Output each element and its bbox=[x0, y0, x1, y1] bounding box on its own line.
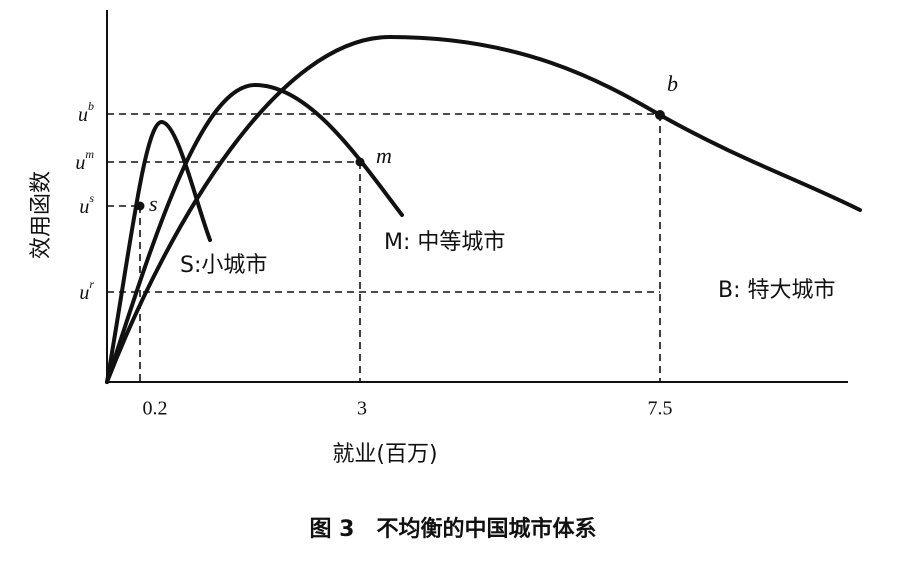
y-label: um bbox=[75, 147, 94, 174]
curve-medium bbox=[105, 82, 404, 384]
x-tick-label: 7.5 bbox=[648, 398, 673, 420]
curve-label: S:小城市 bbox=[180, 253, 267, 278]
y-label: ur bbox=[79, 277, 94, 304]
point-label: m bbox=[376, 143, 392, 168]
y-label: us bbox=[79, 191, 94, 218]
point bbox=[655, 110, 665, 120]
y-labels: ub um us ur bbox=[75, 99, 94, 304]
curve-label: M: 中等城市 bbox=[384, 230, 505, 255]
curve-small bbox=[105, 120, 212, 384]
point-label: s bbox=[149, 191, 158, 216]
y-title: 效用函数 bbox=[29, 171, 54, 259]
caption: 图 3 不均衡的中国城市体系 bbox=[310, 516, 597, 542]
x-tick-label: 0.2 bbox=[143, 398, 168, 420]
curve-label: B: 特大城市 bbox=[718, 278, 836, 303]
curve-big bbox=[105, 34, 862, 384]
x-title: 就业(百万) bbox=[332, 442, 437, 467]
point bbox=[355, 157, 365, 167]
y-label: ub bbox=[78, 99, 94, 126]
point bbox=[135, 201, 145, 211]
x-tick-label: 3 bbox=[357, 398, 367, 420]
point-label: b bbox=[667, 71, 678, 96]
